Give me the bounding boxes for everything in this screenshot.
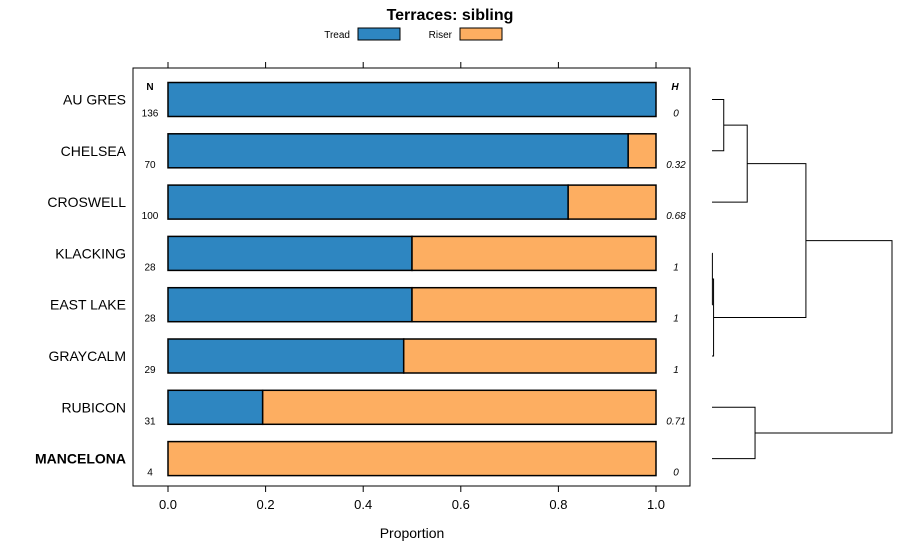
x-tick-label: 0.4 [354,497,372,512]
row-n-value: 31 [144,416,156,427]
row-n-value: 29 [144,365,156,376]
legend-swatch-tread [357,27,401,41]
row-h-value: 1 [673,262,679,273]
bar-riser [261,389,657,426]
x-tick-label: 0.8 [549,497,567,512]
h-column-header: H [671,82,679,93]
legend: Tread Riser [324,27,503,41]
row-h-value: 0 [673,468,679,479]
row-n-value: 70 [144,160,156,171]
plot-frame [132,67,691,487]
row-h-value: 1 [673,314,679,325]
x-tick-label: 0.6 [452,497,470,512]
dendrogram-link [712,124,748,203]
row-label: CROSWELL [47,194,126,210]
row-label: MANCELONA [35,451,126,467]
bar-riser [411,286,657,323]
bar-tread [167,184,569,220]
row-labels-group: AU GRES 136 0 CHELSEA 70 0.32 CROSWELL 100 0.68 K… [35,92,686,479]
bar-riser [167,440,657,477]
x-axis-label: Proportion [380,525,445,541]
row-label: EAST LAKE [50,297,126,313]
bar-tread [167,81,657,118]
legend-label-tread: Tread [324,30,350,41]
row-n-value: 28 [144,262,156,273]
bar-riser [627,133,657,169]
legend-swatch-riser [459,27,503,41]
row-h-value: 0.71 [666,416,685,427]
x-tick-label: 0.0 [159,497,177,512]
bar-riser [567,184,657,220]
row-n-value: 136 [142,109,159,120]
bars-group [167,81,657,477]
row-label: KLACKING [55,245,126,261]
legend-label-riser: Riser [429,30,453,41]
chart-title: Terraces: sibling [387,7,514,24]
row-label: GRAYCALM [48,348,126,364]
dendrogram-link [712,99,725,152]
bar-riser [411,235,657,272]
row-n-value: 28 [144,314,156,325]
row-label: CHELSEA [61,143,127,159]
axes-group: 0.0 0.2 0.4 0.6 0.8 1.0 [159,62,665,512]
bar-tread [167,389,264,426]
bar-tread [167,235,413,272]
dendrogram-link [755,240,893,434]
row-label: RUBICON [61,399,126,415]
bar-tread [167,338,405,374]
dendrogram [711,99,893,460]
row-label: AU GRES [63,92,126,108]
n-column-header: N [146,82,153,93]
row-n-value: 100 [142,211,159,222]
row-h-value: 1 [673,365,679,376]
x-tick-label: 0.2 [257,497,275,512]
row-h-value: 0.32 [666,160,686,171]
row-h-value: 0 [673,109,679,120]
dendrogram-link [713,163,807,319]
bar-riser [402,338,657,374]
bar-tread [167,286,413,323]
dendrogram-link [712,406,756,460]
row-n-value: 4 [147,468,153,479]
bar-tread [167,133,629,169]
row-h-value: 0.68 [666,211,686,222]
x-tick-label: 1.0 [647,497,665,512]
dendrogram-link [712,278,715,357]
